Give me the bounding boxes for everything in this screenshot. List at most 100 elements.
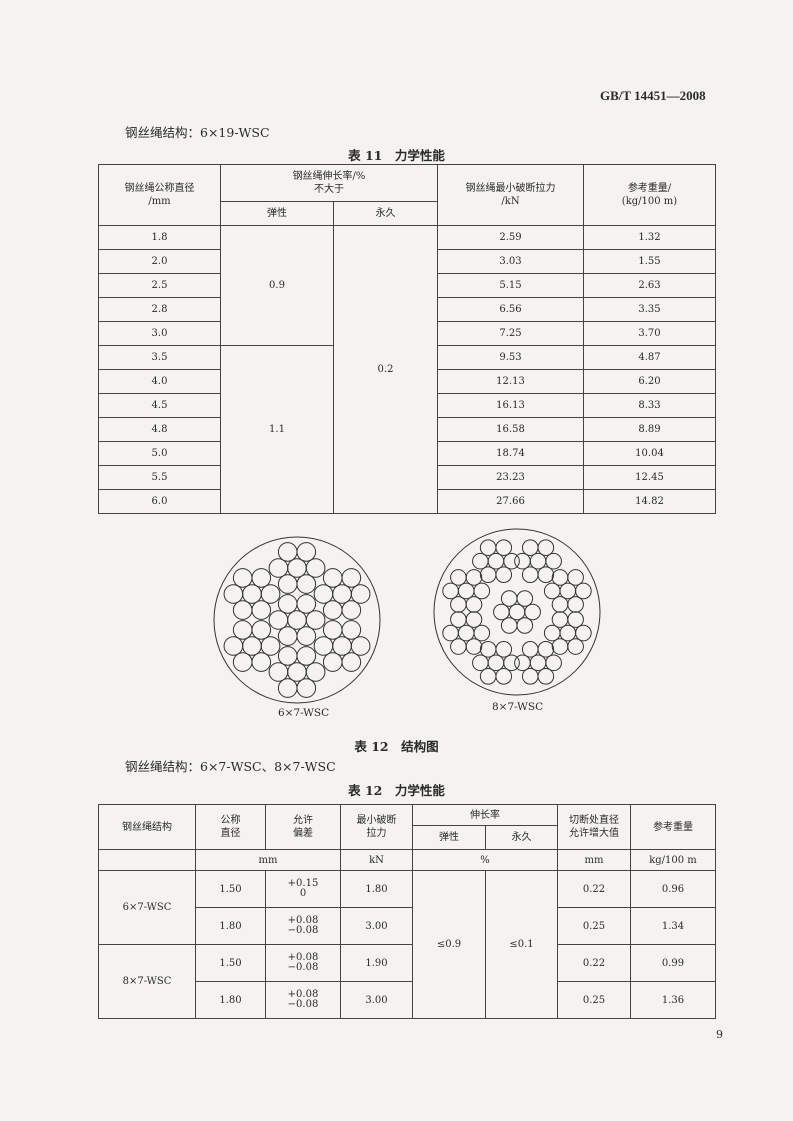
cell-breaking: 23.23	[437, 465, 584, 490]
cell-weight: 0.99	[630, 944, 716, 982]
cell-diameter: 4.8	[98, 417, 221, 442]
outer-strand-wire	[479, 566, 497, 583]
outer-strand-wire	[277, 678, 298, 698]
outer-strand-wire	[545, 654, 562, 672]
outer-strand-wire	[543, 582, 561, 600]
outer-strand-wire	[472, 552, 489, 570]
outer-strand-wire	[251, 620, 272, 640]
outer-strand-wire	[473, 624, 491, 642]
outer-strand-wire	[529, 654, 547, 672]
outer-strand-wire	[503, 654, 520, 672]
header-elongation: 钢丝绳伸长率/% 不大于	[220, 164, 438, 202]
cell-elastic: 1.1	[220, 345, 334, 514]
outer-strand-wire	[341, 652, 362, 672]
outer-strand-wire	[305, 662, 326, 682]
outer-strand-wire	[242, 584, 262, 604]
cell-diameter: 6.0	[98, 489, 221, 514]
rope-outline	[213, 536, 381, 704]
cell-weight: 3.70	[583, 321, 716, 346]
outer-strand-wire	[521, 641, 539, 658]
unit-mm: mm	[195, 849, 341, 871]
cell-weight: 1.36	[630, 981, 716, 1019]
cell-nominal: 1.80	[195, 907, 266, 945]
table12-caption: 表 12 力学性能	[348, 783, 445, 798]
outer-strand-wire	[350, 636, 371, 656]
outer-strand-wire	[543, 624, 561, 642]
table-row: 2.0 3.03 1.55	[98, 249, 716, 274]
outer-strand-wire	[442, 624, 459, 642]
cell-diameter: 1.8	[98, 225, 221, 250]
outer-strand-wire	[551, 611, 569, 628]
outer-strand-wire	[495, 539, 513, 556]
header-breaking: 最小破断 拉力	[340, 804, 413, 850]
outer-strand-wire	[341, 568, 362, 588]
table-row: 2.8 6.56 3.35	[98, 297, 716, 322]
table-row: 1.8 0.9 0.2 2.59 1.32	[98, 225, 716, 514]
outer-strand-wire	[545, 552, 562, 570]
outer-strand-wire	[287, 662, 307, 682]
page-number: 9	[716, 1028, 723, 1041]
outer-strand-wire	[521, 539, 539, 556]
outer-strand-wire	[277, 574, 298, 594]
outer-strand-wire	[472, 654, 489, 672]
outer-strand-wire	[313, 636, 334, 656]
outer-strand-wire	[232, 620, 253, 640]
unit-blank	[98, 849, 196, 871]
outer-strand-wire	[332, 584, 352, 604]
outer-strand-wire	[296, 646, 317, 666]
outer-strand-wire	[457, 624, 475, 642]
cell-diameter: 2.0	[98, 249, 221, 274]
outer-strand-wire	[450, 638, 467, 655]
cell-elastic: ≤0.9	[412, 870, 486, 1019]
unit-kn: kN	[340, 849, 413, 871]
outer-strand-wire	[479, 668, 497, 685]
outer-strand-wire	[521, 668, 539, 685]
outer-strand-wire	[296, 574, 317, 594]
core-strand-wire	[516, 617, 534, 634]
header-elongation: 伸长率	[412, 803, 558, 827]
outer-strand-wire	[514, 654, 531, 672]
cell-breaking: 1.90	[340, 944, 413, 982]
outer-strand-wire	[322, 652, 343, 672]
cell-structure: 6×7-WSC	[98, 870, 196, 945]
outer-strand-wire	[322, 620, 343, 640]
outer-strand-wire	[575, 624, 592, 642]
outer-strand-wire	[450, 569, 467, 586]
outer-strand-wire	[341, 600, 362, 620]
cell-nominal: 1.50	[195, 944, 266, 982]
structure-label-1: 钢丝绳结构：6×19-WSC	[125, 125, 270, 140]
outer-strand-wire	[537, 668, 555, 685]
outer-strand-wire	[567, 638, 584, 655]
table-row: 2.5 5.15 2.63	[98, 273, 716, 298]
outer-strand-wire	[551, 569, 569, 586]
outer-strand-wire	[277, 542, 298, 562]
cell-tolerance: +0.08 −0.08	[265, 907, 341, 945]
outer-strand-wire	[465, 596, 483, 613]
outer-strand-wire	[465, 638, 483, 655]
cell-nominal: 1.80	[195, 981, 266, 1019]
outer-strand-wire	[457, 582, 475, 600]
cell-permanent: 0.2	[333, 225, 438, 514]
cell-permanent: ≤0.1	[485, 870, 558, 1019]
cell-cut: 0.25	[557, 981, 631, 1019]
outer-strand-wire	[251, 600, 272, 620]
outer-strand-wire	[223, 584, 244, 604]
outer-strand-wire	[322, 568, 343, 588]
outer-strand-wire	[232, 568, 253, 588]
table-row: 5.5 23.23 12.45	[98, 465, 716, 490]
cell-breaking: 7.25	[437, 321, 584, 346]
cell-weight: 1.55	[583, 249, 716, 274]
table-row: 5.0 18.74 10.04	[98, 441, 716, 466]
core-strand-wire	[268, 610, 289, 630]
core-strand-wire	[524, 603, 541, 621]
header-weight: 参考重量/(kg/100 m)	[583, 164, 716, 226]
outer-strand-wire	[332, 636, 352, 656]
standard-number: GB/T 14451—2008	[600, 88, 706, 103]
unit-weight: kg/100 m	[630, 849, 716, 871]
cell-tolerance: +0.15 0	[265, 870, 341, 908]
outer-strand-wire	[537, 539, 555, 556]
outer-strand-wire	[242, 636, 262, 656]
outer-strand-wire	[313, 584, 334, 604]
header-breaking: 钢丝绳最小破断拉力/kN	[437, 164, 584, 226]
outer-strand-wire	[268, 558, 289, 578]
